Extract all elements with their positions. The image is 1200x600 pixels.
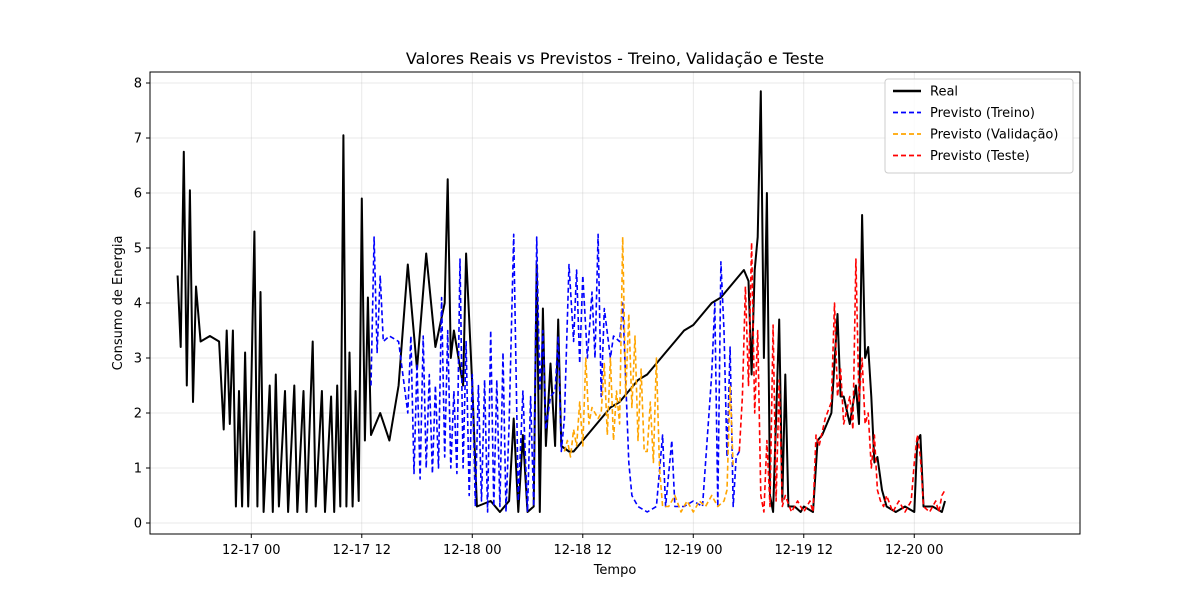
legend: Real Previsto (Treino) Previsto (Validação… xyxy=(884,78,1074,174)
y-tick-label: 6 xyxy=(134,187,142,202)
x-tick-label: 12-19 00 xyxy=(664,543,722,558)
x-tick-label: 12-20 00 xyxy=(885,543,943,558)
series-line-2 xyxy=(563,236,734,513)
x-tick-label: 12-17 12 xyxy=(333,543,391,558)
legend-label: Previsto (Treino) xyxy=(930,106,1035,121)
legend-label: Previsto (Teste) xyxy=(930,149,1030,164)
legend-label: Previsto (Validação) xyxy=(930,128,1058,143)
x-tick-label: 12-17 00 xyxy=(222,543,280,558)
grid xyxy=(150,72,1080,534)
y-tick-label: 2 xyxy=(134,407,142,422)
chart-title: Valores Reais vs Previstos - Treino, Val… xyxy=(406,49,824,68)
x-axis-label: Tempo xyxy=(593,563,637,578)
series-line-3 xyxy=(738,241,946,513)
y-axis: 0 1 2 3 4 5 6 7 8 xyxy=(134,77,150,532)
x-axis: 12-17 00 12-17 12 12-18 00 12-18 12 12-19 00… xyxy=(222,534,943,558)
legend-label: Real xyxy=(930,85,958,100)
y-tick-label: 1 xyxy=(134,462,142,477)
plot-area xyxy=(176,90,946,513)
y-tick-label: 4 xyxy=(134,297,142,312)
y-tick-label: 0 xyxy=(134,517,142,532)
y-tick-label: 8 xyxy=(134,77,142,92)
x-tick-label: 12-19 12 xyxy=(775,543,833,558)
x-tick-label: 12-18 00 xyxy=(443,543,501,558)
series-line-1 xyxy=(370,233,740,513)
y-tick-label: 5 xyxy=(134,242,142,257)
x-tick-label: 12-18 12 xyxy=(554,543,612,558)
y-tick-label: 3 xyxy=(134,352,142,367)
y-axis-label: Consumo de Energia xyxy=(111,236,126,371)
legend-box xyxy=(884,78,1074,174)
y-tick-label: 7 xyxy=(134,132,142,147)
